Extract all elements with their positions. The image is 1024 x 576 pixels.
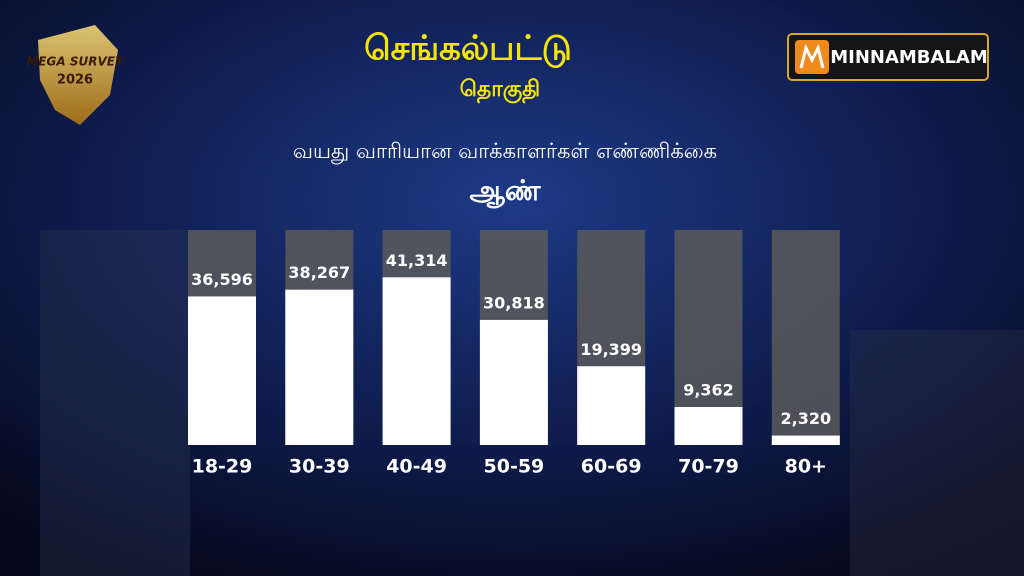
x-tick-label: 50-59: [484, 456, 545, 478]
x-tick-label: 30-39: [289, 456, 350, 478]
chart-subtitle: தொகுதி: [460, 77, 540, 104]
bar: [674, 406, 743, 445]
brand-icon-m: [799, 43, 825, 69]
background-hand: [850, 330, 1024, 576]
x-tick-label: 70-79: [678, 456, 739, 478]
brand-name: MINNAMBALAM: [830, 47, 988, 68]
value-label: 9,362: [683, 380, 734, 399]
bar: [479, 319, 548, 445]
brand-frame: [787, 33, 989, 81]
bar: [188, 296, 256, 445]
logo-text: MEGA SURVEY: [26, 55, 125, 69]
value-label: 2,320: [780, 409, 831, 428]
x-tick-label: 40-49: [386, 456, 447, 478]
value-label: 30,818: [483, 293, 545, 312]
bar: [382, 277, 451, 445]
value-label: 36,596: [191, 270, 253, 289]
logo-map: [38, 25, 118, 125]
logo: MEGA SURVEY 2026: [26, 25, 125, 125]
background-building: [40, 230, 190, 576]
value-label: 38,267: [288, 263, 350, 282]
x-tick-label: 60-69: [581, 456, 642, 478]
brand-box: MINNAMBALAM: [787, 33, 989, 81]
bar-track: [771, 230, 840, 445]
x-tick-label: 80+: [785, 456, 827, 478]
bar: [771, 435, 840, 445]
logo-year: 2026: [57, 73, 93, 88]
group-label: ஆண்: [469, 174, 540, 209]
chart-heading: வயது வாரியான வாக்காளர்கள் எண்ணிக்கை: [293, 139, 717, 164]
value-label: 19,399: [580, 340, 642, 359]
value-label: 41,314: [386, 251, 448, 270]
chart-title: செங்கல்பட்டு: [364, 29, 572, 69]
bar: [285, 289, 354, 445]
bar: [577, 366, 646, 445]
x-tick-label: 18-29: [192, 456, 253, 478]
